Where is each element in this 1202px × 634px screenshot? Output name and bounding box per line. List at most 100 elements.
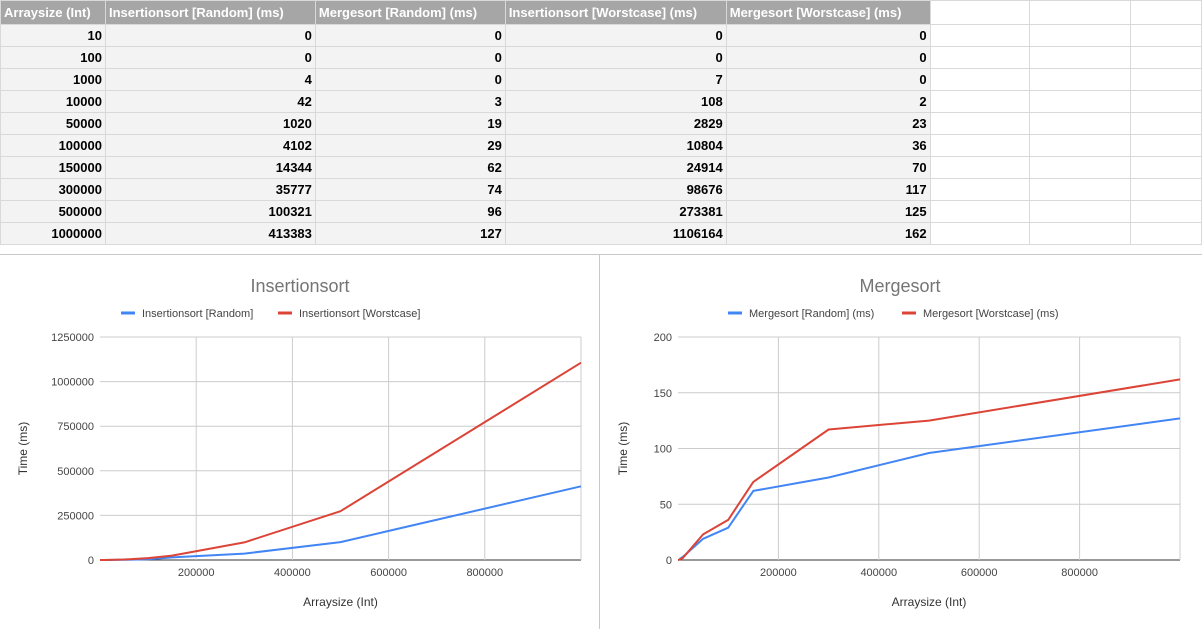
x-axis-label: Arraysize (Int) [303,595,378,609]
table-cell[interactable]: 10000 [0,90,106,113]
empty-cell[interactable] [929,178,1031,201]
table-cell[interactable]: 0 [314,46,506,69]
table-cell[interactable]: 125 [725,200,931,223]
empty-cell[interactable] [1130,178,1202,201]
table-cell[interactable]: 42 [104,90,316,113]
table-cell[interactable]: 10804 [504,134,727,157]
empty-cell[interactable] [1130,46,1202,69]
empty-cell[interactable] [1029,68,1132,91]
table-cell[interactable]: 413383 [104,222,316,245]
table-cell[interactable]: 0 [725,68,931,91]
table-cell[interactable]: 100000 [0,134,106,157]
empty-cell[interactable] [1029,0,1132,25]
table-cell[interactable]: 29 [314,134,506,157]
header-mergesort-random[interactable]: Mergesort [Random] (ms) [314,0,506,25]
table-cell[interactable]: 1106164 [504,222,727,245]
table-cell[interactable]: 0 [725,46,931,69]
table-cell[interactable]: 14344 [104,156,316,179]
table-cell[interactable]: 2829 [504,112,727,135]
empty-cell[interactable] [1130,156,1202,179]
empty-cell[interactable] [1029,200,1132,223]
table-cell[interactable]: 0 [104,46,316,69]
mergesort-chart-svg: Mergesort Mergesort [Random] (ms) Mergesor… [616,276,1181,609]
table-cell[interactable]: 117 [725,178,931,201]
table-cell[interactable]: 500000 [0,200,106,223]
empty-cell[interactable] [1029,24,1132,47]
empty-cell[interactable] [929,68,1031,91]
table-cell[interactable]: 0 [504,24,727,47]
empty-cell[interactable] [1130,200,1202,223]
header-insertionsort-random[interactable]: Insertionsort [Random] (ms) [104,0,316,25]
header-arraysize[interactable]: Arraysize (Int) [0,0,106,25]
table-cell[interactable]: 1000 [0,68,106,91]
empty-cell[interactable] [1130,222,1202,245]
table-cell[interactable]: 108 [504,90,727,113]
empty-cell[interactable] [1130,90,1202,113]
table-cell[interactable]: 74 [314,178,506,201]
table-cell[interactable]: 0 [314,68,506,91]
table-cell[interactable]: 23 [725,112,931,135]
table-cell[interactable]: 127 [314,222,506,245]
chart-title: Mergesort [859,276,940,296]
empty-cell[interactable] [929,0,1031,25]
table-cell[interactable]: 19 [314,112,506,135]
table-cell[interactable]: 62 [314,156,506,179]
empty-cell[interactable] [1130,112,1202,135]
insertionsort-chart-svg: Insertionsort Insertionsort [Random] Inser… [16,276,582,609]
table-cell[interactable]: 100 [0,46,106,69]
table-cell[interactable]: 70 [725,156,931,179]
empty-cell[interactable] [1130,0,1202,25]
table-cell[interactable]: 0 [314,24,506,47]
empty-cell[interactable] [1130,134,1202,157]
table-row: 100 0 0 0 0 [0,46,1202,69]
empty-cell[interactable] [1029,222,1132,245]
empty-cell[interactable] [1130,24,1202,47]
table-cell[interactable]: 300000 [0,178,106,201]
table-cell[interactable]: 0 [104,24,316,47]
table-row: 100000 4102 29 10804 36 [0,134,1202,157]
insertionsort-chart[interactable]: Insertionsort Insertionsort [Random] Inser… [0,255,599,629]
empty-cell[interactable] [1029,112,1132,135]
table-cell[interactable]: 50000 [0,112,106,135]
y-tick-label: 200 [654,332,672,344]
table-cell[interactable]: 100321 [104,200,316,223]
table-cell[interactable]: 150000 [0,156,106,179]
table-cell[interactable]: 1020 [104,112,316,135]
header-mergesort-worstcase[interactable]: Mergesort [Worstcase] (ms) [725,0,931,25]
empty-cell[interactable] [1029,178,1132,201]
empty-cell[interactable] [1130,68,1202,91]
series-line [99,361,582,561]
empty-cell[interactable] [929,112,1031,135]
empty-cell[interactable] [1029,46,1132,69]
table-cell[interactable]: 4102 [104,134,316,157]
table-cell[interactable]: 2 [725,90,931,113]
empty-cell[interactable] [929,156,1031,179]
table-cell[interactable]: 7 [504,68,727,91]
empty-cell[interactable] [929,200,1031,223]
table-cell[interactable]: 273381 [504,200,727,223]
empty-cell[interactable] [1029,90,1132,113]
table-cell[interactable]: 10 [0,24,106,47]
table-cell[interactable]: 24914 [504,156,727,179]
table-row: 300000 35777 74 98676 117 [0,178,1202,201]
empty-cell[interactable] [929,24,1031,47]
table-cell[interactable]: 3 [314,90,506,113]
mergesort-chart[interactable]: Mergesort Mergesort [Random] (ms) Mergesor… [600,255,1202,629]
table-cell[interactable]: 36 [725,134,931,157]
empty-cell[interactable] [1029,134,1132,157]
table-cell[interactable]: 35777 [104,178,316,201]
empty-cell[interactable] [929,90,1031,113]
table-row: 50000 1020 19 2829 23 [0,112,1202,135]
table-cell[interactable]: 4 [104,68,316,91]
table-cell[interactable]: 0 [725,24,931,47]
header-insertionsort-worstcase[interactable]: Insertionsort [Worstcase] (ms) [504,0,727,25]
table-cell[interactable]: 98676 [504,178,727,201]
table-cell[interactable]: 1000000 [0,222,106,245]
empty-cell[interactable] [929,134,1031,157]
table-cell[interactable]: 162 [725,222,931,245]
empty-cell[interactable] [929,222,1031,245]
table-cell[interactable]: 0 [504,46,727,69]
table-cell[interactable]: 96 [314,200,506,223]
empty-cell[interactable] [929,46,1031,69]
empty-cell[interactable] [1029,156,1132,179]
